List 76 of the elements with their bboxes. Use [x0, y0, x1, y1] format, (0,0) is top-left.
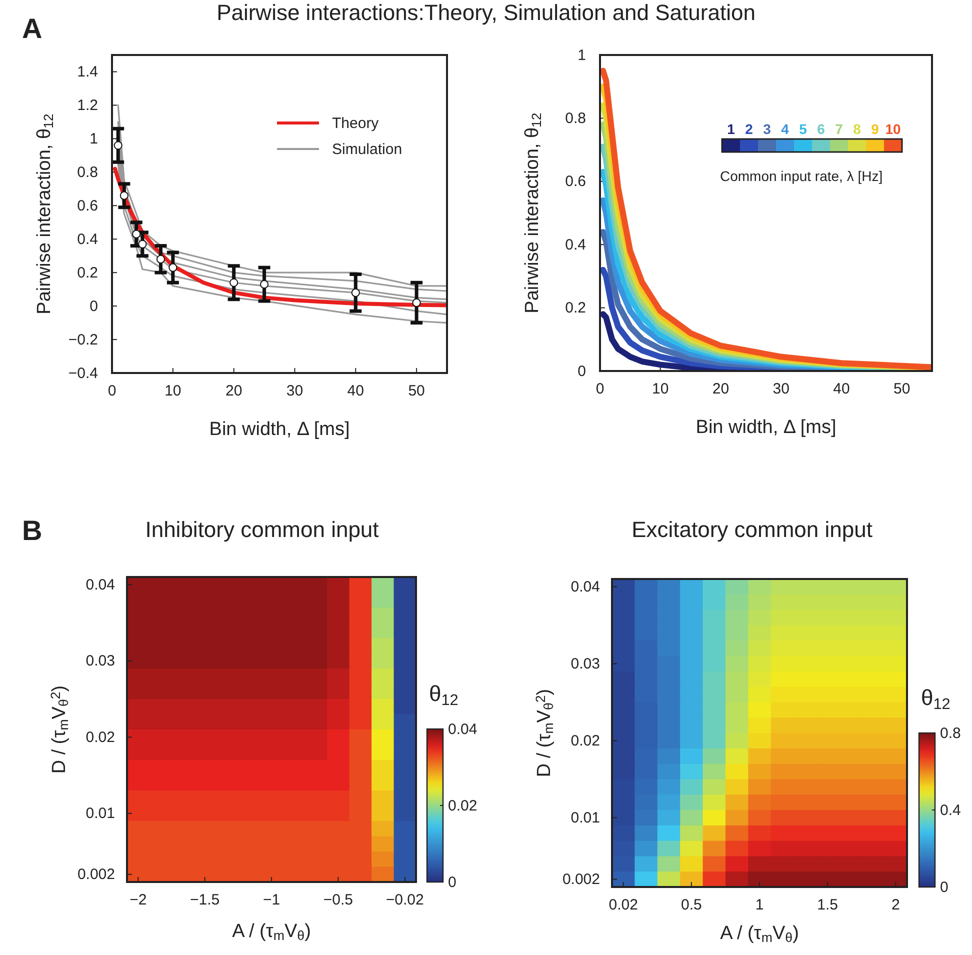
y-tick-label: 0.01	[86, 805, 115, 822]
text: A	[22, 13, 42, 44]
y-tick-label: 0.2	[77, 264, 98, 282]
y-tick-label: 0.01	[570, 810, 600, 826]
y-tick-label: 0.4	[565, 236, 586, 254]
y-tick-label: 0.8	[77, 164, 98, 181]
color-bar-label: 0.8	[940, 724, 961, 742]
y-tick-label: 0	[90, 298, 98, 315]
x-tick-label: 0.02	[608, 896, 638, 914]
x-axis-title: A / (τ$_{m}$V$_{θ}$)	[720, 923, 799, 946]
text: 8	[853, 121, 862, 137]
color-bar-title: θ$_{12}$	[921, 685, 950, 713]
y-tick-label: 0.6	[77, 197, 98, 214]
y-tick-label: 0.002	[562, 871, 600, 888]
color-bar-label: 0.04	[448, 720, 478, 738]
color-bar-label: 0.4	[940, 802, 961, 819]
text: 9	[871, 121, 880, 137]
x-tick-label: 50	[893, 380, 910, 398]
y-tick-label: 1.2	[77, 97, 98, 114]
y-tick-label: 1	[578, 46, 586, 64]
y-tick-label: 0.8	[565, 110, 586, 127]
legend-label: Simulation	[332, 141, 402, 158]
text: 3	[763, 121, 772, 137]
y-tick-label: −0.2	[68, 331, 98, 348]
x-tick-label: −1.5	[190, 892, 220, 909]
x-tick-label: 50	[408, 382, 425, 400]
chart-title: Inhibitory common input	[145, 517, 379, 542]
x-tick-label: −2	[130, 892, 147, 909]
x-tick-label: −1	[262, 892, 280, 909]
x-tick-label: 20	[225, 382, 242, 400]
x-tick-label: 2	[891, 896, 900, 914]
x-axis-title: A / (τ$_{m}$V$_{θ}$)	[232, 921, 311, 944]
x-tick-label: 10	[652, 380, 669, 398]
y-tick-label: 0.02	[86, 728, 115, 746]
y-tick-label: 0.002	[77, 866, 115, 884]
legend-title: Common input rate, λ [Hz]	[720, 168, 883, 184]
y-tick-label: 0.2	[565, 300, 586, 317]
x-axis-title: Bin width, Δ [ms]	[209, 419, 350, 440]
y-tick-label: 0.03	[86, 652, 115, 670]
y-tick-label: −0.4	[68, 364, 98, 382]
y-tick-label: 0.4	[77, 230, 98, 248]
color-bar-label: 0.02	[448, 797, 478, 814]
y-tick-label: 0	[578, 362, 586, 380]
y-tick-label: 1	[90, 130, 98, 148]
y-tick-label: 0.02	[570, 732, 600, 750]
x-tick-label: 1	[755, 896, 764, 914]
y-tick-label: 1.4	[77, 64, 98, 81]
x-tick-label: 0.5	[680, 896, 702, 914]
x-tick-label: 1.5	[817, 896, 838, 914]
text: 1	[727, 121, 736, 137]
color-bar-label: 0	[940, 878, 948, 896]
text: 2	[745, 121, 754, 137]
y-tick-label: 0.03	[570, 656, 600, 672]
color-bar-label: 0	[448, 874, 456, 891]
y-tick-label: 0.6	[565, 173, 586, 190]
y-tick-label: 0.04	[570, 578, 600, 596]
color-bar-title: θ$_{12}$	[429, 681, 458, 709]
x-axis-title: Bin width, Δ [ms]	[696, 417, 836, 438]
text: 10	[885, 121, 901, 137]
text: B	[22, 515, 42, 546]
text: 6	[817, 121, 826, 137]
text: 4	[781, 121, 790, 137]
x-tick-label: −0.02	[386, 892, 424, 909]
legend-label: Theory	[332, 115, 380, 132]
y-tick-label: 0.04	[86, 576, 115, 594]
x-tick-label: 30	[286, 382, 304, 400]
x-tick-label: −0.5	[323, 892, 354, 909]
chart-title: Excitatory common input	[632, 517, 872, 542]
x-tick-label: 20	[712, 380, 730, 398]
text: 7	[835, 121, 844, 137]
text: 5	[799, 121, 808, 137]
chart-title: Pairwise interactions:Theory, Simulation and Saturation	[216, 0, 756, 25]
x-tick-label: 40	[347, 382, 364, 400]
x-tick-label: 30	[772, 380, 790, 398]
x-tick-label: 40	[833, 380, 850, 398]
x-tick-label: 10	[164, 382, 182, 400]
